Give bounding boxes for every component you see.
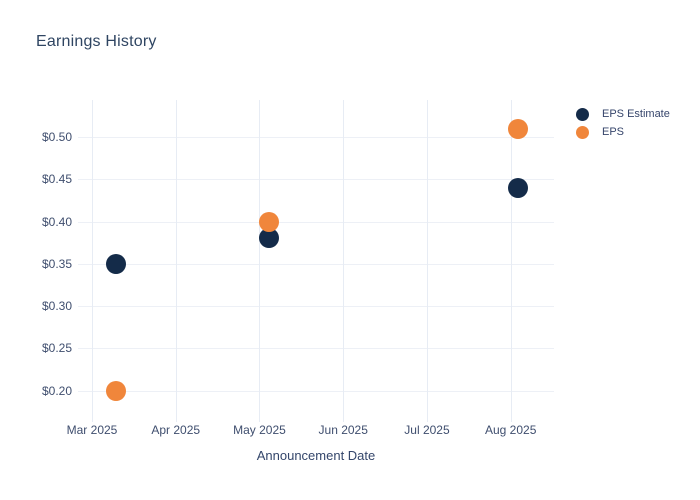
h-gridline — [78, 348, 554, 350]
legend-item-eps-estimate[interactable]: EPS Estimate — [576, 105, 670, 123]
marker-eps-estimate-1[interactable] — [258, 228, 279, 249]
plot-area — [78, 100, 554, 422]
legend-label: EPS — [602, 126, 625, 138]
marker-eps-0[interactable] — [106, 380, 127, 401]
legend-swatch-icon — [576, 107, 589, 121]
marker-eps-estimate-2[interactable] — [508, 177, 529, 198]
v-gridline — [92, 100, 93, 422]
x-tick-label: Apr 2025 — [151, 423, 201, 437]
v-gridline — [510, 100, 512, 422]
chart-legend: EPS Estimate EPS — [576, 105, 670, 141]
x-tick-label: Aug 2025 — [484, 423, 537, 437]
x-tick-label: Mar 2025 — [66, 423, 118, 437]
v-gridline — [426, 100, 428, 422]
y-tick-label: $0.40 — [41, 214, 72, 229]
y-tick-label: $0.35 — [41, 256, 72, 271]
v-gridline — [259, 100, 261, 422]
h-gridline — [78, 137, 554, 138]
x-tick-label: Jun 2025 — [318, 423, 368, 437]
y-tick-label: $0.25 — [41, 341, 72, 356]
h-gridline — [78, 221, 554, 223]
v-gridline — [175, 100, 177, 422]
h-gridline — [78, 306, 554, 307]
legend-swatch-icon — [576, 125, 589, 139]
y-tick-label: $0.50 — [41, 130, 72, 144]
y-tick-label: $0.45 — [41, 172, 72, 187]
h-gridline — [78, 263, 554, 265]
x-tick-label: Jul 2025 — [404, 423, 450, 437]
h-gridline — [78, 179, 554, 181]
y-tick-label: $0.20 — [41, 383, 72, 398]
chart-title: Earnings History — [36, 33, 157, 50]
marker-eps-2[interactable] — [508, 118, 529, 139]
marker-eps-estimate-0[interactable] — [106, 253, 127, 274]
h-gridline — [78, 390, 554, 392]
x-axis-title: Announcement Date — [256, 448, 376, 463]
x-tick-label: May 2025 — [233, 423, 286, 437]
legend-item-eps[interactable]: EPS — [576, 123, 670, 141]
legend-label: EPS Estimate — [602, 108, 670, 120]
y-tick-label: $0.30 — [41, 299, 72, 313]
marker-eps-1[interactable] — [258, 211, 279, 232]
v-gridline — [343, 100, 345, 422]
